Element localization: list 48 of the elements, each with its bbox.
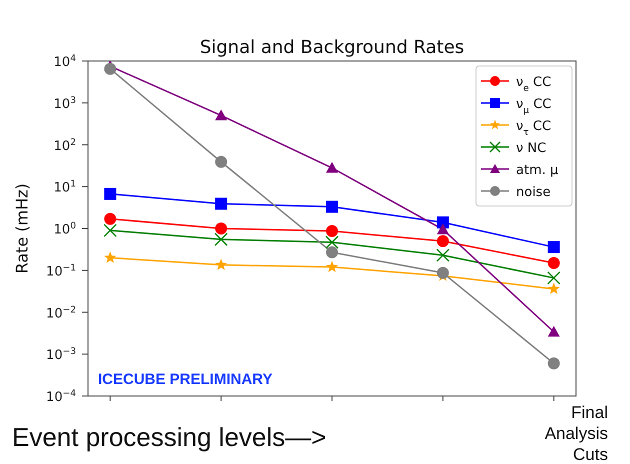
y-tick-label: 10$^{3}$ bbox=[54, 96, 76, 112]
y-tick-label: 10$^{−3}$ bbox=[46, 347, 76, 364]
point bbox=[436, 266, 449, 279]
y-tick-label: 10$^{0}$ bbox=[54, 222, 76, 238]
point bbox=[436, 248, 450, 262]
y-tick-label: 10$^{1}$ bbox=[54, 180, 76, 196]
point bbox=[548, 357, 560, 370]
y-tick-label: 10$^{4}$ bbox=[54, 54, 76, 70]
legend-label: atm. μ bbox=[516, 163, 558, 178]
point bbox=[547, 271, 560, 285]
point bbox=[215, 198, 228, 210]
point bbox=[548, 326, 560, 337]
legend-label: ν$_{μ}$ CC bbox=[516, 97, 552, 116]
chart-title: Signal and Background Rates bbox=[200, 37, 464, 58]
point bbox=[326, 246, 338, 258]
point bbox=[214, 232, 228, 246]
point bbox=[436, 216, 449, 228]
legend-label: ν NC bbox=[516, 141, 546, 156]
point bbox=[215, 258, 228, 270]
point bbox=[215, 156, 228, 168]
point bbox=[215, 222, 228, 234]
y-tick-label: 10$^{2}$ bbox=[54, 138, 76, 154]
point bbox=[104, 251, 116, 263]
point bbox=[104, 212, 116, 225]
annotation: ICECUBE PRELIMINARY bbox=[98, 371, 272, 388]
point bbox=[436, 223, 449, 234]
legend-label: ν$_{τ}$ CC bbox=[516, 119, 552, 138]
y-tick-label: 10$^{−2}$ bbox=[46, 305, 76, 322]
point bbox=[326, 162, 338, 173]
x-axis-title: Event processing levels—> bbox=[12, 422, 326, 452]
point bbox=[326, 260, 338, 272]
legend-label: noise bbox=[516, 185, 551, 200]
y-tick-label: 10$^{−1}$ bbox=[46, 263, 76, 280]
x-tick-label: Final Analysis Cuts bbox=[544, 403, 608, 464]
y-tick-label: 10$^{−4}$ bbox=[46, 389, 76, 405]
point bbox=[326, 200, 338, 213]
point bbox=[104, 224, 117, 238]
y-axis-title: Rate (mHz) bbox=[12, 183, 32, 274]
point bbox=[215, 109, 228, 120]
legend-label: ν$_{e}$ CC bbox=[516, 75, 552, 94]
point bbox=[548, 282, 560, 294]
point bbox=[104, 188, 116, 200]
point bbox=[436, 235, 449, 248]
point bbox=[548, 257, 560, 269]
point bbox=[325, 236, 339, 249]
point bbox=[104, 62, 116, 75]
point bbox=[326, 225, 338, 238]
point bbox=[548, 241, 560, 254]
